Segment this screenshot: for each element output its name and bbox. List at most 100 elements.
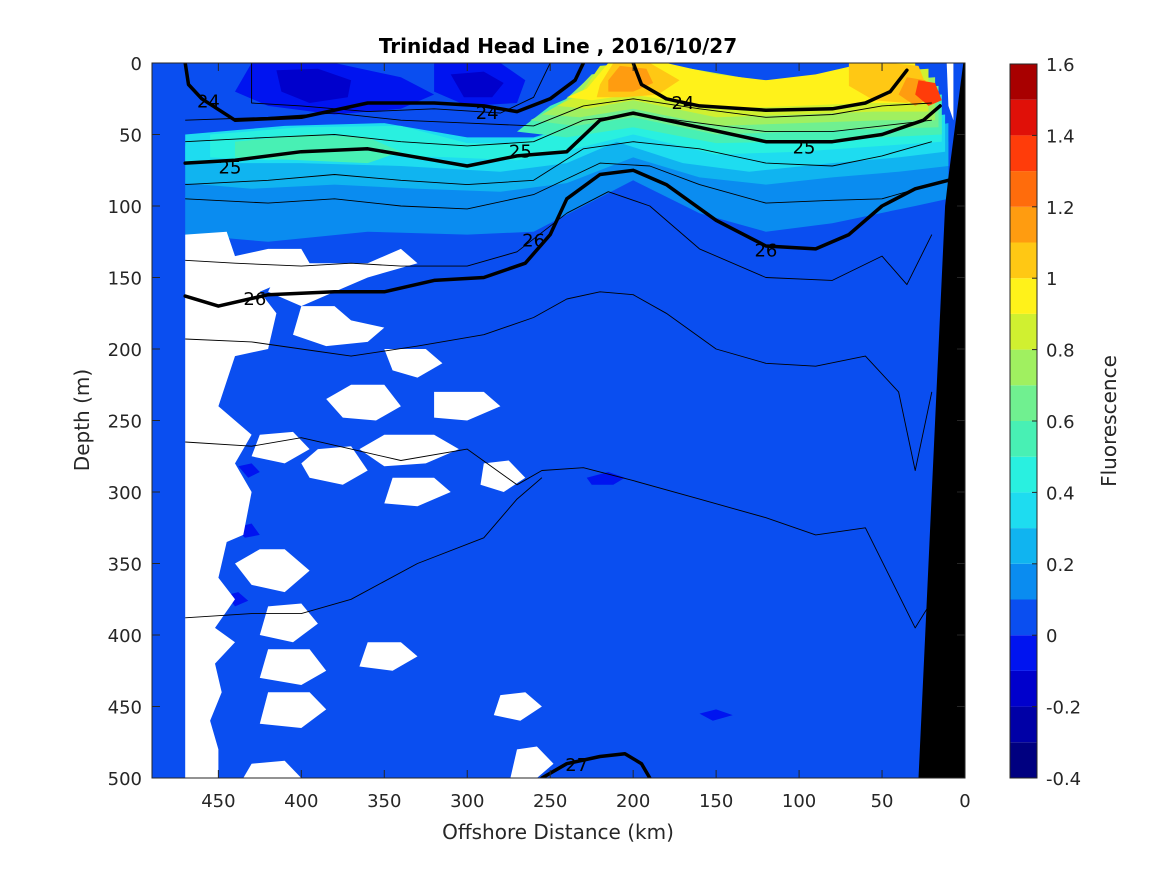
contour-27-4	[540, 751, 652, 778]
thin-contour-5	[185, 191, 933, 286]
contour-label: 25	[219, 157, 242, 178]
fluorescence-field-20	[699, 709, 733, 721]
x-tick-label: 50	[871, 791, 894, 812]
thin-contour-layer	[185, 63, 933, 629]
thin-contour-8	[185, 477, 543, 619]
no-data-region-9	[251, 431, 310, 464]
colorbar-segment-5	[1010, 563, 1037, 600]
x-tick-label: 200	[616, 791, 650, 812]
no-data-region-15	[493, 692, 542, 721]
no-data-region-6	[359, 434, 459, 467]
contour-label-group-8: 26	[754, 240, 777, 261]
thin-contour-2	[185, 114, 932, 147]
no-data-region-14	[259, 649, 327, 685]
thin-contour-7	[185, 437, 929, 629]
colorbar-segment-9	[1010, 421, 1037, 457]
no-data-region-0	[185, 231, 293, 778]
contour-25-2	[183, 104, 942, 168]
x-tick-label: 250	[533, 791, 567, 812]
y-tick-label: 250	[108, 412, 142, 433]
y-axis-label: Depth (m)	[70, 369, 94, 471]
y-tick-label: 400	[108, 626, 142, 647]
colorbar-tick-label: -0.4	[1046, 769, 1081, 790]
colorbar-tick-label: 1.2	[1046, 198, 1075, 219]
colorbar-segment-18	[1010, 99, 1037, 136]
colorbar-segment-1	[1010, 706, 1037, 743]
thin-contour-0	[251, 63, 551, 114]
colorbar-segment-19	[1010, 64, 1037, 100]
thin-contour-6	[185, 291, 933, 471]
colorbar-segment-7	[1010, 492, 1037, 529]
x-tick-label: 400	[284, 791, 318, 812]
thin-contour-4	[185, 162, 932, 210]
x-tick-label: 300	[450, 791, 484, 812]
colorbar-tick-label: 0	[1046, 626, 1057, 647]
colorbar-tick-label: 1.6	[1046, 55, 1075, 76]
colorbar-tick-label: 0.8	[1046, 341, 1075, 362]
colorbar-segment-13	[1010, 278, 1037, 314]
x-tick-label: 350	[367, 791, 401, 812]
colorbar-segment-12	[1010, 313, 1037, 350]
y-tick-label: 350	[108, 555, 142, 576]
thick-contour-layer	[183, 63, 951, 778]
contour-label: 24	[476, 103, 499, 124]
colorbar-tick-label: 0.2	[1046, 555, 1075, 576]
colorbar-segment-10	[1010, 385, 1037, 421]
contour-label: 26	[243, 289, 266, 310]
thin-contour-1	[185, 98, 932, 127]
fluorescence-field-17	[276, 68, 352, 103]
colorbar-tick-label: 1	[1046, 269, 1057, 290]
plot-area: 24 24 24 25 25 25 26 26 26 27	[152, 63, 965, 778]
contour-label-group-7: 26	[522, 230, 545, 251]
no-data-region-11	[235, 549, 310, 593]
y-tick-label: 0	[131, 54, 142, 75]
y-tick-label: 500	[108, 769, 142, 790]
fluorescence-field-21	[238, 463, 260, 478]
contour-label: 27	[565, 755, 588, 776]
x-tick-label: 450	[201, 791, 235, 812]
y-axis: 0 50 100 150 200 250 300 350 400 450 500	[108, 54, 965, 790]
x-tick-label: 0	[959, 791, 970, 812]
seafloor	[918, 63, 965, 778]
contour-label: 26	[754, 240, 777, 261]
contour-26-3	[183, 168, 951, 308]
colorbar: 1.6 1.4 1.2 1 0.8 0.6 0.4 0.2 0 -0.2 -0.4	[1009, 55, 1081, 790]
no-data-region-4	[326, 384, 401, 421]
chart-title: Trinidad Head Line , 2016/10/27	[379, 34, 737, 58]
contour-24-1	[631, 63, 909, 112]
colorbar-segment-15	[1010, 206, 1037, 243]
contour-label: 24	[197, 92, 220, 113]
no-data-region-13	[359, 642, 418, 671]
colorbar-segment-14	[1010, 242, 1037, 279]
contour-label: 25	[509, 142, 532, 163]
contour-label: 25	[793, 137, 816, 158]
colorbar-label: Fluorescence	[1097, 355, 1121, 487]
seafloor-layer	[918, 63, 965, 778]
contour-label-group-4: 25	[509, 142, 532, 163]
fluorescence-field-18	[450, 71, 504, 98]
fluorescence-field-19	[586, 472, 625, 485]
colorbar-segment-17	[1010, 135, 1037, 172]
contour-label-group-3: 25	[219, 157, 242, 178]
colorbar-segment-6	[1010, 528, 1037, 564]
x-axis-label: Offshore Distance (km)	[442, 820, 674, 844]
colorbar-segment-4	[1010, 599, 1037, 636]
fluorescence-field-14	[915, 80, 942, 106]
contour-label-group-0: 24	[197, 92, 220, 113]
contour-label-group-5: 25	[793, 137, 816, 158]
contour-label-group-6: 26	[243, 289, 266, 310]
colorbar-segment-3	[1010, 635, 1037, 671]
y-tick-label: 300	[108, 483, 142, 504]
contour-label-group-9: 27	[565, 755, 588, 776]
colorbar-segment-16	[1010, 171, 1037, 207]
x-tick-label: 100	[782, 791, 816, 812]
colorbar-tick-label: 0.4	[1046, 483, 1075, 504]
contour-label-group-1: 24	[476, 103, 499, 124]
no-data-region-3	[384, 349, 443, 378]
no-data-region-19	[946, 63, 954, 121]
no-data-region-8	[384, 477, 451, 507]
contour-label: 26	[522, 230, 545, 251]
y-tick-label: 100	[108, 197, 142, 218]
no-data-region-18	[243, 760, 302, 778]
